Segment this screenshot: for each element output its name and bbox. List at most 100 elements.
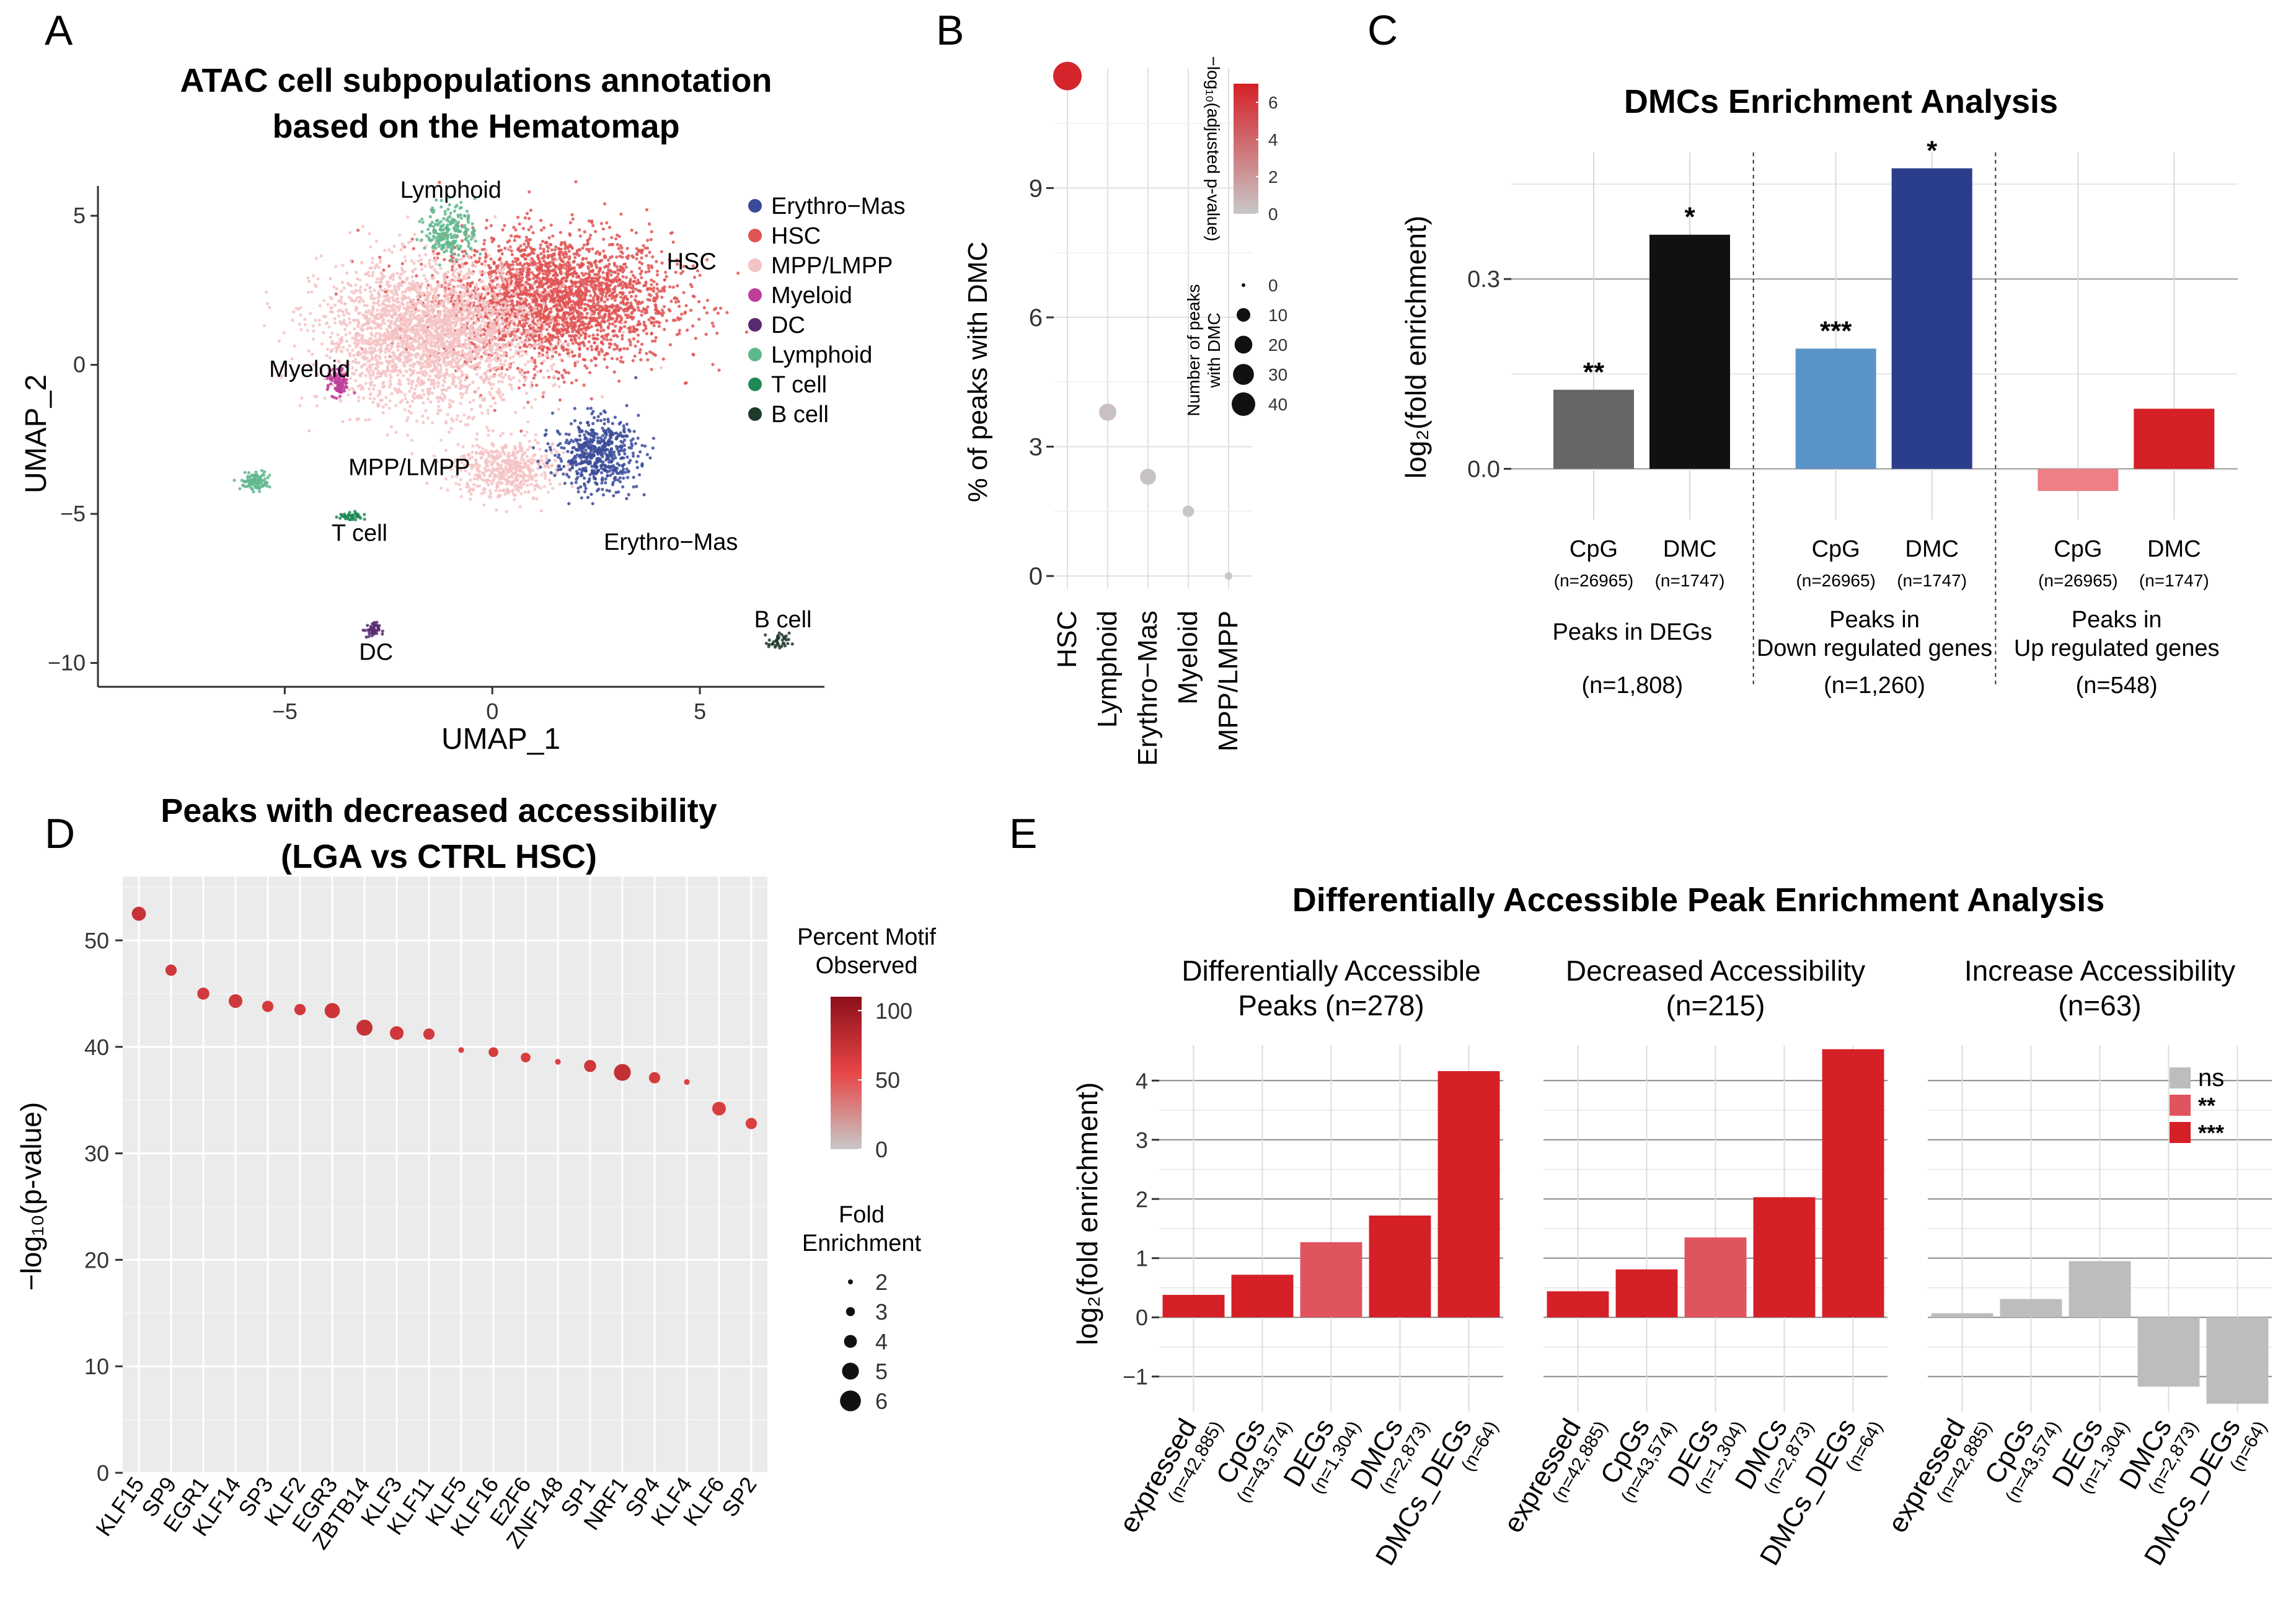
umap-point bbox=[520, 286, 524, 289]
umap-point bbox=[483, 260, 487, 263]
umap-point bbox=[370, 333, 374, 337]
umap-point bbox=[570, 381, 574, 385]
umap-point bbox=[531, 231, 535, 235]
umap-point bbox=[635, 252, 639, 256]
umap-point bbox=[417, 259, 420, 263]
umap-point bbox=[480, 411, 484, 415]
umap-point bbox=[574, 180, 578, 183]
umap-point bbox=[393, 327, 397, 331]
umap-point bbox=[406, 215, 410, 219]
umap-point bbox=[417, 286, 422, 290]
umap-point bbox=[490, 367, 494, 371]
umap-point bbox=[691, 264, 695, 268]
umap-point bbox=[394, 404, 398, 407]
umap-point bbox=[526, 254, 529, 257]
umap-point bbox=[585, 287, 588, 291]
umap-point bbox=[277, 339, 281, 343]
umap-point bbox=[588, 261, 592, 265]
umap-point bbox=[486, 328, 490, 332]
umap-point bbox=[345, 339, 349, 343]
umap-point bbox=[560, 241, 563, 245]
umap-point bbox=[396, 373, 400, 377]
umap-point bbox=[483, 336, 487, 340]
umap-point bbox=[430, 360, 435, 364]
umap-point bbox=[474, 368, 478, 371]
umap-point bbox=[598, 251, 602, 255]
umap-point bbox=[567, 371, 571, 375]
umap-point bbox=[513, 235, 517, 239]
umap-point bbox=[547, 294, 551, 298]
umap-point bbox=[426, 339, 430, 343]
umap-point bbox=[674, 300, 678, 304]
umap-point bbox=[529, 305, 533, 309]
umap-point bbox=[638, 267, 642, 270]
umap-point bbox=[606, 271, 611, 275]
umap-point bbox=[304, 322, 307, 327]
umap-point bbox=[558, 302, 562, 306]
umap-point bbox=[416, 340, 420, 343]
umap-point bbox=[550, 290, 554, 294]
umap-point bbox=[521, 325, 525, 329]
umap-point bbox=[430, 265, 435, 268]
umap-point bbox=[488, 275, 492, 279]
umap-point bbox=[634, 231, 638, 235]
umap-point bbox=[536, 274, 539, 278]
umap-point bbox=[545, 290, 549, 294]
umap-point bbox=[603, 300, 607, 304]
umap-point bbox=[397, 369, 401, 373]
umap-point bbox=[612, 348, 616, 351]
umap-point bbox=[652, 286, 656, 290]
umap-point bbox=[359, 346, 363, 350]
umap-point bbox=[607, 322, 612, 326]
panel-letter-e: E bbox=[1009, 810, 1037, 857]
umap-point bbox=[404, 348, 408, 351]
umap-point bbox=[355, 270, 358, 274]
umap-point bbox=[417, 309, 421, 312]
umap-point bbox=[647, 263, 650, 267]
umap-point bbox=[389, 425, 394, 428]
umap-point bbox=[501, 376, 505, 379]
umap-point bbox=[640, 256, 643, 260]
umap-point bbox=[300, 396, 304, 400]
umap-point bbox=[635, 300, 638, 304]
umap-point bbox=[461, 277, 465, 281]
umap-point bbox=[344, 307, 348, 312]
umap-point bbox=[472, 343, 476, 347]
umap-point bbox=[593, 357, 598, 361]
umap-point bbox=[552, 363, 556, 366]
umap-point bbox=[528, 258, 532, 262]
umap-point bbox=[568, 348, 572, 352]
umap-point bbox=[420, 267, 424, 271]
umap-point bbox=[470, 417, 474, 421]
umap-point bbox=[522, 322, 526, 325]
umap-point bbox=[387, 407, 391, 410]
umap-point bbox=[594, 276, 598, 280]
umap-point bbox=[585, 283, 589, 287]
umap-point bbox=[355, 289, 358, 293]
umap-point bbox=[468, 330, 472, 334]
umap-point bbox=[569, 293, 573, 296]
umap-point bbox=[317, 319, 321, 322]
umap-point bbox=[552, 279, 556, 283]
umap-point bbox=[552, 299, 555, 303]
umap-point bbox=[552, 282, 555, 286]
umap-point bbox=[487, 263, 490, 267]
umap-point bbox=[567, 351, 570, 355]
umap-point bbox=[580, 312, 584, 316]
umap-point bbox=[453, 279, 457, 283]
umap-point bbox=[536, 254, 540, 257]
umap-point bbox=[632, 286, 635, 290]
umap-point bbox=[555, 264, 559, 268]
umap-point bbox=[394, 430, 398, 434]
umap-point bbox=[332, 342, 336, 346]
umap-point bbox=[373, 397, 376, 400]
umap-point bbox=[588, 273, 591, 277]
umap-point bbox=[444, 372, 449, 376]
umap-point bbox=[585, 312, 589, 316]
umap-point bbox=[444, 296, 448, 299]
umap-point bbox=[390, 250, 394, 254]
umap-point bbox=[586, 347, 589, 351]
umap-point bbox=[497, 249, 501, 252]
umap-point bbox=[470, 324, 474, 327]
umap-point bbox=[448, 399, 452, 402]
